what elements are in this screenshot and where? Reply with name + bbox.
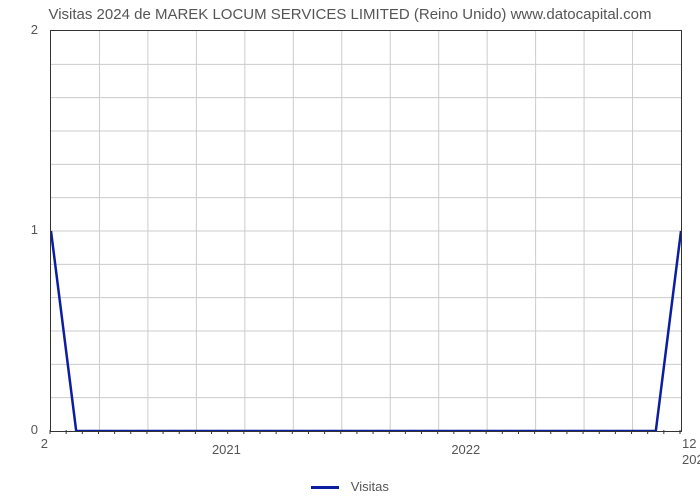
grid xyxy=(51,31,681,431)
y-tick-label: 1 xyxy=(31,222,38,237)
legend-swatch xyxy=(311,486,339,489)
chart-title: Visitas 2024 de MAREK LOCUM SERVICES LIM… xyxy=(0,6,700,23)
y-axis-ticks: 012 xyxy=(0,0,50,460)
legend-label: Visitas xyxy=(351,479,389,494)
plot-area xyxy=(50,30,682,432)
x-outer-right-label: 12 xyxy=(682,436,696,451)
legend: Visitas xyxy=(0,479,700,494)
chart-container: Visitas 2024 de MAREK LOCUM SERVICES LIM… xyxy=(0,0,700,500)
x-tick-label: 2022 xyxy=(451,442,480,457)
x-outer-left-label: 2 xyxy=(41,436,48,451)
y-tick-label: 2 xyxy=(31,22,38,37)
plot-svg xyxy=(51,31,681,431)
x-tick-label: 2021 xyxy=(212,442,241,457)
x-outer-far-right-label: 202 xyxy=(682,452,700,467)
